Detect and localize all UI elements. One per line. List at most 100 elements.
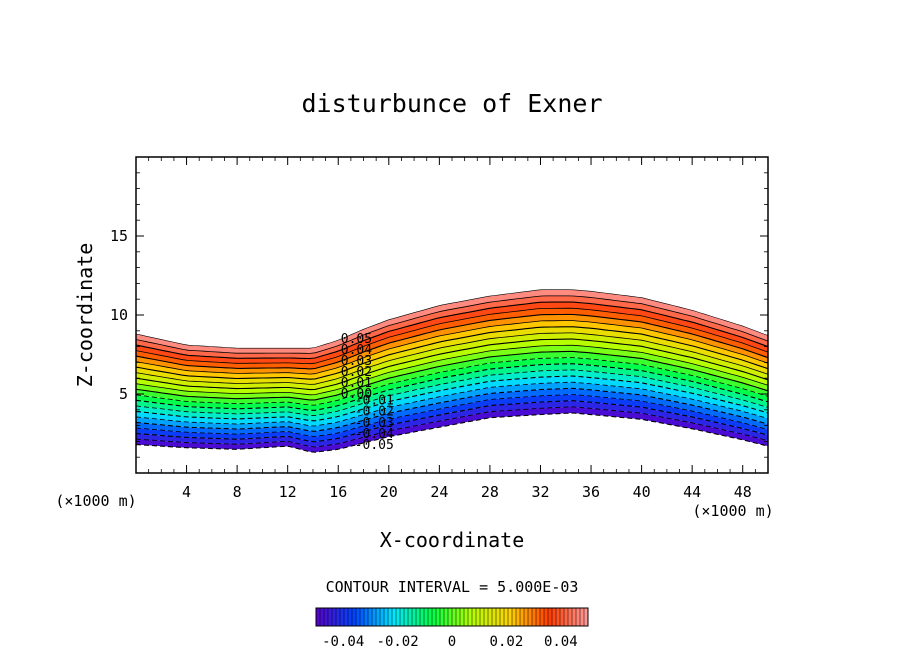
colorbar-cell <box>564 608 569 626</box>
colorbar-cell <box>372 608 377 626</box>
x-tick-label: 44 <box>683 483 701 501</box>
contour-band <box>136 406 768 453</box>
contour-band <box>136 295 768 359</box>
colorbar-cell <box>436 608 441 626</box>
colorbar-cell <box>580 608 585 626</box>
contour-band <box>136 369 768 421</box>
colorbar-cell <box>364 608 369 626</box>
y-axis-ticks: 5 10 15 <box>110 172 768 458</box>
contour-line <box>135 313 769 370</box>
contour-line <box>135 412 769 453</box>
colorbar-cell <box>492 608 497 626</box>
colorbar-cell <box>576 608 581 626</box>
colorbar-cell <box>404 608 409 626</box>
colorbar-cell <box>560 608 565 626</box>
plot-area: 0.050.040.030.020.010.00-0.01-0.02-0.03-… <box>135 289 769 453</box>
colorbar-cell <box>348 608 353 626</box>
contour-line <box>135 295 769 354</box>
colorbar-cell <box>484 608 489 626</box>
colorbar-cell <box>568 608 573 626</box>
contour-band <box>136 363 768 416</box>
colorbar-cell <box>316 608 321 626</box>
y-tick-label: 15 <box>110 227 128 245</box>
colorbar-tick-label: -0.04 <box>322 634 364 650</box>
colorbar-tick-label: -0.02 <box>377 634 419 650</box>
x-axis-unit-left: (×1000 m) <box>55 492 136 510</box>
colorbar-cell <box>468 608 473 626</box>
y-tick-label: 5 <box>119 385 128 403</box>
x-tick-label: 4 <box>182 483 191 501</box>
colorbar-cell <box>480 608 485 626</box>
contour-band <box>136 388 768 437</box>
colorbar-cell <box>572 608 577 626</box>
contour-line <box>135 301 769 360</box>
colorbar-cell <box>552 608 557 626</box>
colorbar-cell <box>376 608 381 626</box>
colorbar-cell <box>360 608 365 626</box>
colorbar-cell <box>424 608 429 626</box>
contour-band <box>136 400 768 447</box>
contour-label: -0.04 <box>355 427 394 442</box>
colorbar-cell <box>496 608 501 626</box>
colorbar-cell <box>476 608 481 626</box>
y-tick-label: 10 <box>110 306 128 324</box>
contour-band <box>136 351 768 406</box>
contour-line <box>135 381 769 427</box>
colorbar-cell <box>392 608 397 626</box>
colorbar-cell <box>456 608 461 626</box>
colorbar-cell <box>464 608 469 626</box>
x-tick-label: 36 <box>582 483 600 501</box>
colorbar-cell <box>400 608 405 626</box>
colorbar-cell <box>340 608 345 626</box>
x-axis-unit-right: (×1000 m) <box>692 502 773 520</box>
contour-line <box>135 406 769 448</box>
colorbar-cell <box>460 608 465 626</box>
colorbar-cell <box>368 608 373 626</box>
colorbar-tick-label: 0.04 <box>544 634 578 650</box>
contour-band <box>136 345 768 400</box>
colorbar-cell <box>352 608 357 626</box>
colorbar-cell <box>512 608 517 626</box>
colorbar-cell <box>396 608 401 626</box>
x-tick-label: 24 <box>430 483 448 501</box>
x-axis-label: X-coordinate <box>380 528 525 552</box>
colorbar-cell <box>328 608 333 626</box>
contour-line <box>135 289 769 349</box>
colorbar-cell <box>420 608 425 626</box>
contour-band <box>136 314 768 375</box>
colorbar-tick-label: 0.02 <box>490 634 524 650</box>
colorbar-cell <box>548 608 553 626</box>
colorbar-cell <box>472 608 477 626</box>
colorbar-cell <box>488 608 493 626</box>
x-axis-ticks: 4 8 12 16 20 24 28 32 36 40 44 48 <box>148 157 756 501</box>
colorbar-cell <box>452 608 457 626</box>
contour-line <box>135 350 769 401</box>
colorbar-cell <box>520 608 525 626</box>
colorbar-cell <box>536 608 541 626</box>
x-tick-label: 48 <box>734 483 752 501</box>
colorbar-cell <box>556 608 561 626</box>
x-tick-label: 28 <box>481 483 499 501</box>
contour-line <box>135 357 769 406</box>
colorbar-cell <box>384 608 389 626</box>
colorbar-cell <box>540 608 545 626</box>
contour-band <box>136 308 768 369</box>
contour-band <box>136 339 768 395</box>
colorbar-cell <box>332 608 337 626</box>
contour-band <box>136 376 768 426</box>
colorbar-cell <box>532 608 537 626</box>
contour-label: -0.02 <box>355 405 394 420</box>
contour-label: -0.05 <box>355 438 394 453</box>
colorbar-cell <box>356 608 361 626</box>
x-tick-label: 12 <box>279 483 297 501</box>
contour-label: 0.00 <box>341 387 372 402</box>
colorbar-cell <box>416 608 421 626</box>
contour-label: 0.04 <box>341 343 372 358</box>
contour-band <box>136 326 768 385</box>
contour-line <box>135 320 769 375</box>
x-tick-label: 8 <box>233 483 242 501</box>
contour-line <box>135 332 769 385</box>
colorbar-frame <box>315 607 589 627</box>
contour-line <box>135 394 769 437</box>
